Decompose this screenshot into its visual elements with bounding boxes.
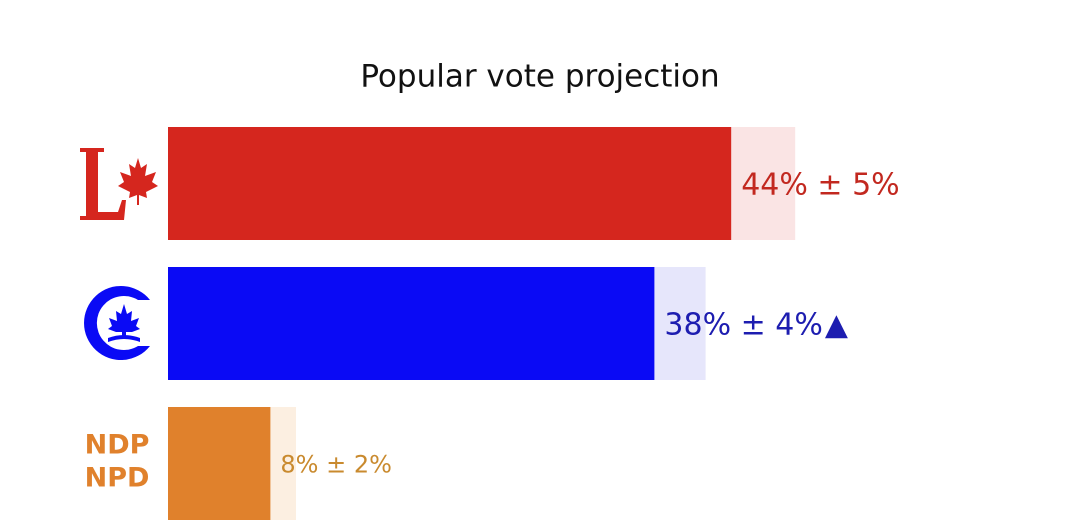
conservative-logo xyxy=(84,286,150,361)
value-label-group: 8% ± 2% xyxy=(280,451,392,479)
value-label-group: 38% ± 4%▲ xyxy=(664,307,848,342)
value-label: 8% ± 2% xyxy=(280,451,392,479)
logo-text: NPD xyxy=(85,463,150,494)
chart-title: Popular vote projection xyxy=(360,59,719,95)
bar xyxy=(168,267,655,380)
error-range xyxy=(654,267,706,380)
value-label: 44% ± 5% xyxy=(741,167,899,202)
error-range xyxy=(731,127,796,240)
logo-text: NDP xyxy=(85,430,150,461)
bar xyxy=(168,127,732,240)
trend-marker: ▲ xyxy=(825,307,848,342)
error-range xyxy=(270,407,296,520)
value-label: 38% ± 4% xyxy=(664,307,822,342)
value-label-group: 44% ± 5% xyxy=(741,167,899,202)
liberal-logo xyxy=(80,148,158,220)
bar xyxy=(168,407,271,520)
